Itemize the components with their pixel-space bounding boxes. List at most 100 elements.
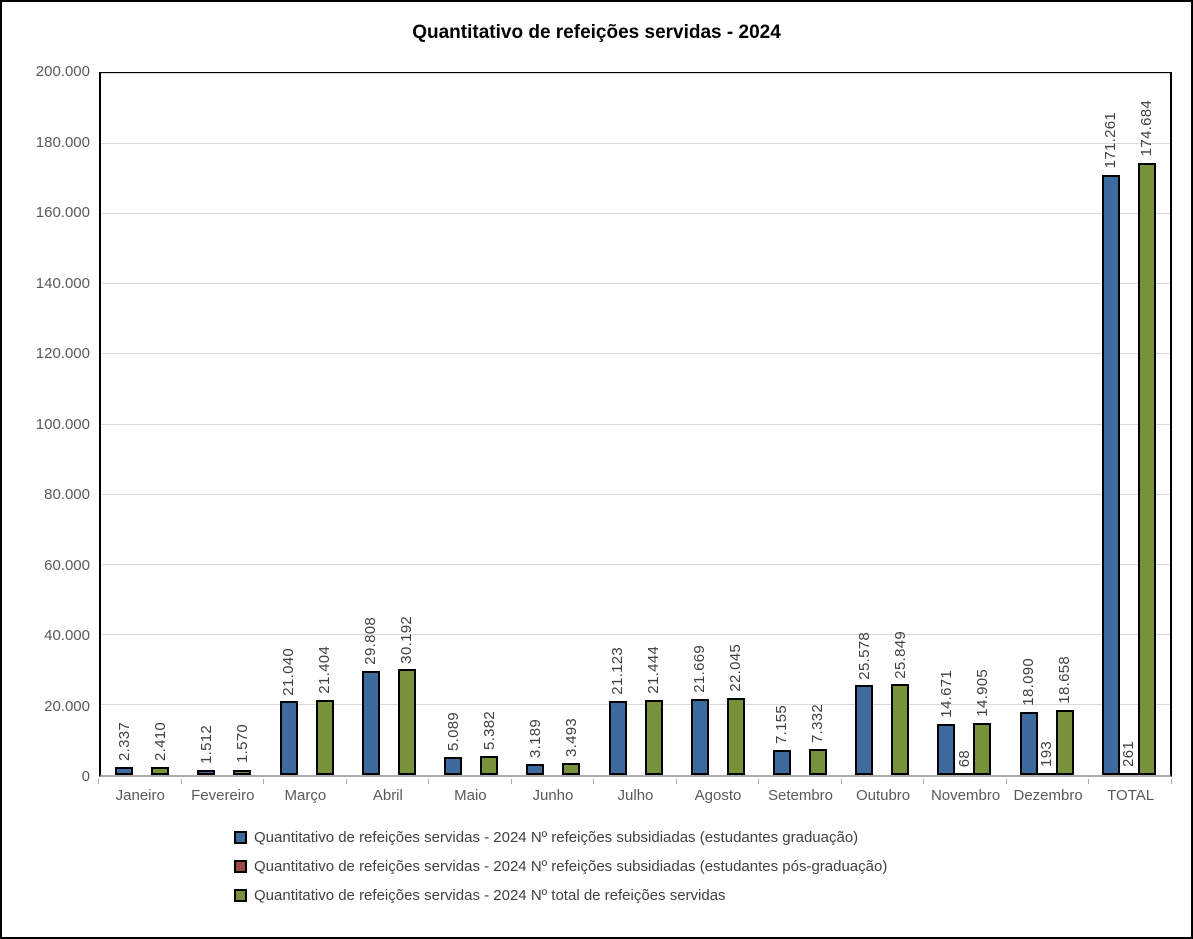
legend-item[interactable]: Quantitativo de refeições servidas - 202…: [234, 887, 887, 904]
x-axis-tick: [758, 779, 760, 784]
x-axis-tick: [510, 779, 512, 784]
bar-label-anchor: 174.684: [1112, 100, 1182, 156]
category-group: 21.669 22.045: [677, 74, 759, 775]
gridline: [101, 283, 1170, 285]
x-axis-tick: [428, 779, 430, 784]
x-axis-tick: [1088, 779, 1090, 784]
bar-data-label: 1.570: [233, 724, 251, 764]
bar-data-label: 3.493: [562, 717, 580, 757]
bar-slot: 5.089: [444, 74, 463, 775]
bar-series-3[interactable]: [1055, 709, 1074, 775]
bar-data-label: 21.404: [316, 646, 334, 694]
x-axis-category-label: Março: [284, 787, 327, 804]
y-axis-tick-label: 140.000: [35, 274, 90, 292]
x-axis-category-label: Maio: [454, 787, 487, 804]
x-axis-category-label: Janeiro: [115, 787, 165, 804]
bar-series-1[interactable]: [608, 701, 627, 775]
bar-series-3[interactable]: [644, 699, 663, 775]
bar-series-1[interactable]: [1101, 174, 1120, 775]
bar-slot: 21.444: [644, 74, 663, 775]
bar-slot: 261: [1119, 74, 1138, 775]
bar-slot: 5.382: [480, 74, 499, 775]
bar-series-2[interactable]: [1037, 773, 1056, 775]
x-axis-category-label: Setembro: [767, 787, 834, 804]
bar-slot: 174.684: [1137, 74, 1156, 775]
bar-series-1[interactable]: [855, 685, 874, 775]
bar-data-label: 2.410: [151, 721, 169, 761]
category-group: 2.337 2.410: [101, 74, 183, 775]
bar-data-label: 25.849: [891, 630, 909, 679]
bar-series-3[interactable]: [973, 722, 992, 775]
category-group: 5.089 5.382: [430, 74, 512, 775]
bar-slot: 29.808: [361, 74, 380, 775]
legend-item-label: Quantitativo de refeições servidas - 202…: [254, 858, 888, 875]
x-axis-tick: [263, 779, 265, 784]
bar-series-1[interactable]: [526, 763, 545, 775]
bar-slot: 7.332: [808, 74, 827, 775]
bar-series-3[interactable]: [151, 766, 170, 775]
bar-series-2[interactable]: [955, 773, 974, 775]
bar-series-3[interactable]: [315, 700, 334, 775]
bar-series-3[interactable]: [726, 697, 745, 775]
bar-series-3[interactable]: [562, 762, 581, 775]
x-axis-labels: Janeiro Fevereiro Março Abril Maio Junho Julho…: [99, 787, 1172, 804]
bar-data-label: 5.382: [480, 711, 498, 751]
x-axis-category-label: Novembro: [930, 787, 1001, 804]
y-axis: 0 20.000 40.000 60.000 80.000 100.000 120.000 1…: [2, 63, 90, 785]
bar-slot: 14.905: [973, 74, 992, 775]
bar-series-1[interactable]: [1019, 711, 1038, 775]
bar-slot: 1.512: [197, 74, 216, 775]
category-group: 25.578 25.849: [841, 74, 923, 775]
bar-data-label: 68: [955, 749, 973, 767]
bar-slot: 21.123: [608, 74, 627, 775]
category-group: 7.155 7.332: [759, 74, 841, 775]
bar-slot: [544, 74, 562, 775]
bar-series-2[interactable]: [1119, 773, 1138, 775]
bar-series-3[interactable]: [1137, 162, 1156, 775]
bar-slot: 18.090: [1019, 74, 1038, 775]
gridline: [101, 633, 1170, 635]
bar-series-3[interactable]: [397, 669, 416, 775]
bar-data-label: 193: [1038, 741, 1056, 767]
bar-data-label: 21.444: [645, 646, 663, 694]
y-axis-tick-label: 40.000: [44, 627, 90, 644]
bar-series-1[interactable]: [772, 749, 791, 775]
legend-item[interactable]: Quantitativo de refeições servidas - 202…: [234, 829, 887, 846]
bar-data-label: 174.684: [1138, 100, 1156, 157]
x-axis-tick: [180, 779, 182, 784]
category-group: 171.261 261 174.684: [1088, 74, 1170, 775]
bar-series-3[interactable]: [233, 769, 252, 775]
y-axis-tick-label: 200.000: [35, 63, 90, 80]
bar-slot: [462, 74, 480, 775]
bar-series-3[interactable]: [891, 684, 910, 775]
legend-item[interactable]: Quantitativo de refeições servidas - 202…: [234, 858, 887, 875]
x-axis: Janeiro Fevereiro Março Abril Maio Junho Julho…: [98, 779, 1172, 813]
x-axis-category-label: Abril: [372, 787, 403, 804]
bar-series-1[interactable]: [197, 769, 216, 775]
bar-slot: 25.578: [855, 74, 874, 775]
bar-data-label: 22.045: [727, 644, 745, 692]
bar-slot: [380, 74, 398, 775]
gridlines-layer: [101, 73, 1170, 775]
bar-slot: 7.155: [772, 74, 791, 775]
bar-series-1[interactable]: [937, 723, 956, 775]
y-axis-tick-label: 160.000: [35, 204, 90, 221]
bar-series-1[interactable]: [690, 699, 709, 775]
bar-series-1[interactable]: [115, 766, 134, 775]
bar-series-1[interactable]: [361, 670, 380, 775]
x-axis-category-label: Outubro: [855, 787, 911, 804]
bar-series-3[interactable]: [808, 749, 827, 775]
legend-marker-icon: [234, 860, 247, 873]
y-axis-tick-label: 20.000: [44, 697, 90, 715]
bar-series-1[interactable]: [444, 757, 463, 775]
bar-series-1[interactable]: [279, 701, 298, 775]
category-group: 3.189 3.493: [512, 74, 594, 775]
bar-series-3[interactable]: [480, 756, 499, 775]
x-axis-category-label: TOTAL: [1107, 787, 1155, 804]
bar-data-label: 7.332: [809, 704, 827, 744]
x-axis-tick: [840, 779, 842, 784]
category-group: 14.671 68 14.905: [923, 74, 1005, 775]
y-axis-tick-label: 100.000: [35, 415, 90, 433]
bar-slot: 14.671: [937, 74, 956, 775]
gridline: [101, 353, 1170, 355]
